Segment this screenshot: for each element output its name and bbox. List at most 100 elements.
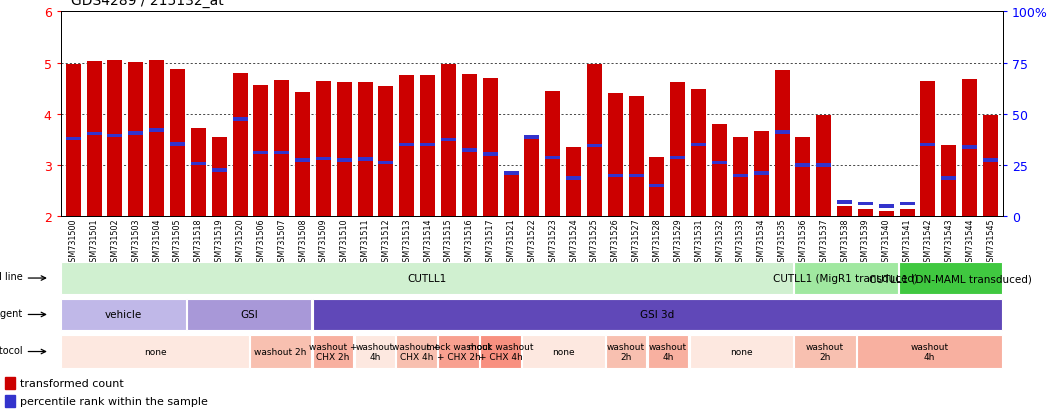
Text: transformed count: transformed count — [20, 378, 124, 388]
Bar — [170, 143, 185, 147]
Text: CUTLL1 (DN-MAML transduced): CUTLL1 (DN-MAML transduced) — [869, 273, 1032, 283]
Text: washout 2h: washout 2h — [254, 347, 307, 356]
Text: washout
4h: washout 4h — [649, 342, 687, 361]
Bar — [211, 138, 226, 217]
Bar — [817, 164, 831, 168]
Text: CUTLL1 (MigR1 transduced): CUTLL1 (MigR1 transduced) — [774, 273, 918, 283]
Bar — [962, 146, 977, 150]
Text: GSM731502: GSM731502 — [110, 218, 119, 266]
Bar — [691, 90, 706, 217]
Bar — [607, 174, 623, 178]
Text: GSM731513: GSM731513 — [402, 218, 411, 266]
Bar — [358, 158, 373, 161]
Text: GSM731515: GSM731515 — [444, 218, 453, 266]
Bar — [754, 131, 768, 217]
Text: washout
4h: washout 4h — [356, 342, 394, 361]
Text: washout
2h: washout 2h — [806, 342, 844, 361]
Bar — [899, 202, 915, 206]
Text: washout +
CHX 2h: washout + CHX 2h — [309, 342, 357, 361]
Bar — [962, 80, 977, 217]
Text: GSM731514: GSM731514 — [423, 218, 432, 266]
Text: GSM731517: GSM731517 — [486, 218, 494, 266]
Text: GSM731519: GSM731519 — [215, 218, 224, 266]
Text: GSM731535: GSM731535 — [778, 218, 786, 266]
Bar — [733, 138, 748, 217]
Text: cell line: cell line — [0, 272, 23, 282]
Text: GSM731521: GSM731521 — [507, 218, 515, 266]
Bar — [587, 65, 602, 217]
Bar — [983, 159, 998, 162]
Bar — [628, 174, 644, 178]
Bar — [191, 162, 206, 166]
Text: none: none — [143, 347, 166, 356]
Bar — [108, 134, 122, 138]
Bar — [295, 93, 310, 217]
Bar — [232, 74, 247, 217]
Text: GSM731516: GSM731516 — [465, 218, 474, 266]
Bar — [522, 335, 604, 368]
Text: GSM731503: GSM731503 — [131, 218, 140, 266]
Bar — [378, 86, 394, 217]
Bar — [606, 335, 646, 368]
Bar — [439, 335, 478, 368]
Text: mock washout
+ CHX 4h: mock washout + CHX 4h — [468, 342, 533, 361]
Text: GSM731541: GSM731541 — [903, 218, 912, 266]
Bar — [857, 209, 873, 217]
Bar — [670, 156, 686, 160]
Bar — [232, 118, 247, 121]
Bar — [316, 81, 331, 217]
Bar — [795, 335, 855, 368]
Bar — [253, 85, 268, 217]
Bar — [941, 177, 956, 180]
Bar — [525, 136, 539, 217]
Text: GSM731532: GSM731532 — [715, 218, 725, 266]
Bar — [397, 335, 437, 368]
Bar — [733, 174, 748, 178]
Bar — [587, 145, 602, 148]
Bar — [920, 143, 935, 147]
Bar — [817, 116, 831, 217]
Bar — [899, 209, 915, 217]
Bar — [775, 131, 789, 134]
Text: mock washout
+ CHX 2h: mock washout + CHX 2h — [426, 342, 491, 361]
Text: GSM731545: GSM731545 — [986, 218, 995, 266]
Bar — [337, 83, 352, 217]
Bar — [796, 138, 810, 217]
Bar — [566, 177, 581, 180]
Text: agent: agent — [0, 308, 23, 318]
Bar — [483, 79, 497, 217]
Bar — [983, 116, 998, 217]
Bar — [712, 125, 727, 217]
Bar — [670, 83, 686, 217]
Bar — [191, 129, 206, 217]
Bar — [274, 81, 289, 217]
Bar — [795, 263, 897, 294]
Bar — [483, 153, 497, 156]
Bar — [566, 148, 581, 217]
Text: CUTLL1: CUTLL1 — [407, 273, 447, 283]
Text: GSM731510: GSM731510 — [339, 218, 349, 266]
Bar — [545, 92, 560, 217]
Text: washout +
CHX 4h: washout + CHX 4h — [393, 342, 441, 361]
Bar — [313, 299, 1002, 330]
Bar — [754, 171, 768, 175]
Bar — [504, 173, 518, 217]
Text: GSM731509: GSM731509 — [319, 218, 328, 266]
Text: GSM731528: GSM731528 — [652, 218, 662, 266]
Bar — [462, 75, 476, 217]
Bar — [857, 202, 873, 206]
Text: GSM731512: GSM731512 — [381, 218, 391, 266]
Text: GSM731501: GSM731501 — [90, 218, 98, 266]
Text: GSM731505: GSM731505 — [173, 218, 182, 266]
Bar — [87, 132, 102, 136]
Text: none: none — [730, 347, 753, 356]
Bar — [857, 335, 1002, 368]
Bar — [149, 61, 164, 217]
Bar — [838, 201, 852, 204]
Bar — [316, 157, 331, 161]
Bar — [358, 83, 373, 217]
Text: GSM731507: GSM731507 — [277, 218, 286, 266]
Bar — [313, 335, 353, 368]
Text: GSM731538: GSM731538 — [840, 218, 849, 266]
Text: GSM731520: GSM731520 — [236, 218, 245, 266]
